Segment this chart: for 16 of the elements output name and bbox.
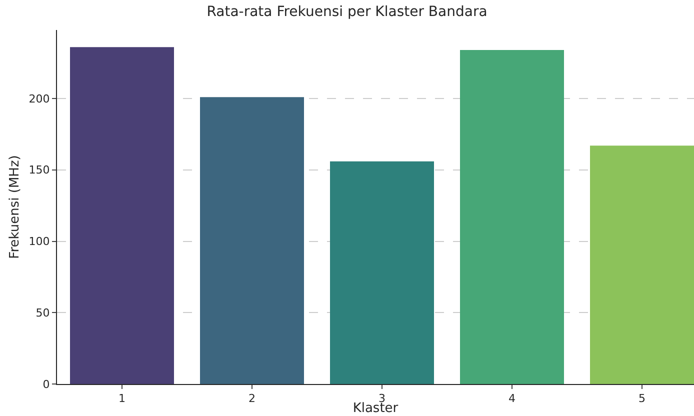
y-tick-label: 0: [42, 378, 50, 391]
bar: [460, 50, 564, 384]
x-tick-label: 2: [248, 392, 256, 406]
y-tick-label: 50: [36, 306, 50, 320]
bar: [200, 97, 304, 384]
y-tick-label: 100: [28, 235, 50, 248]
chart-title: Rata-rata Frekuensi per Klaster Bandara: [206, 4, 488, 20]
y-tick-label: 200: [28, 92, 50, 106]
y-axis-title: Frekuensi (MHz): [8, 155, 23, 259]
y-tick-label: 150: [28, 164, 50, 177]
bar: [70, 47, 174, 384]
x-tick-label: 4: [508, 392, 516, 406]
bar: [590, 146, 694, 384]
x-tick-label: 1: [118, 392, 126, 406]
x-tick-label: 5: [638, 392, 646, 406]
bar: [330, 161, 434, 384]
